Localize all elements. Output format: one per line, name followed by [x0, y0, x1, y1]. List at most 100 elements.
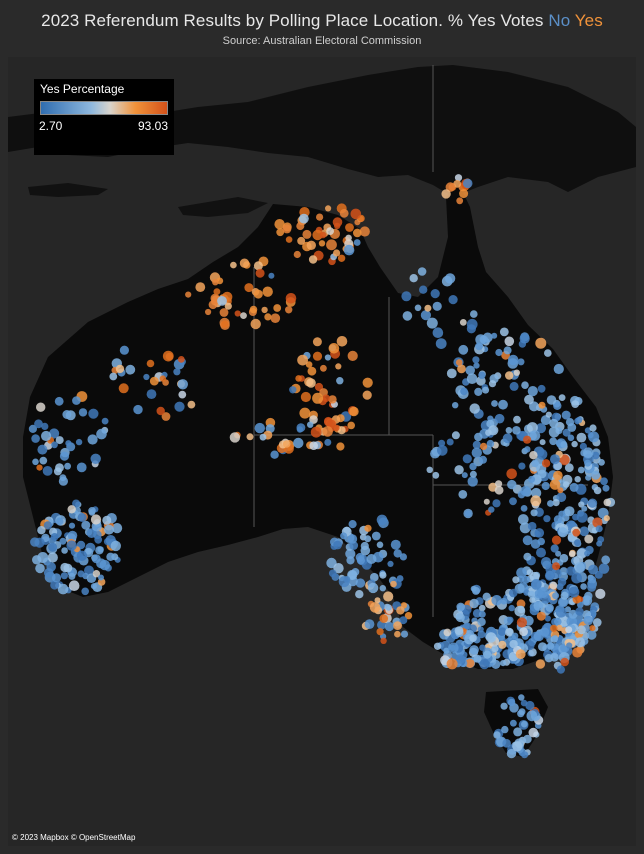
polling-place-dot[interactable]	[355, 590, 363, 598]
polling-place-dot[interactable]	[581, 506, 587, 512]
polling-place-dot[interactable]	[235, 310, 241, 316]
polling-place-dot[interactable]	[309, 441, 318, 450]
polling-place-dot[interactable]	[32, 459, 39, 466]
polling-place-dot[interactable]	[349, 407, 359, 417]
polling-place-dot[interactable]	[361, 546, 371, 556]
polling-place-dot[interactable]	[603, 485, 610, 492]
polling-place-dot[interactable]	[307, 422, 313, 428]
polling-place-dot[interactable]	[552, 592, 559, 599]
polling-place-dot[interactable]	[120, 346, 129, 355]
polling-place-dot[interactable]	[65, 440, 71, 446]
polling-place-dot[interactable]	[601, 555, 610, 564]
polling-place-dot[interactable]	[588, 431, 599, 442]
polling-place-dot[interactable]	[510, 720, 517, 727]
polling-place-dot[interactable]	[549, 419, 558, 428]
polling-place-dot[interactable]	[329, 570, 337, 578]
polling-place-dot[interactable]	[560, 658, 569, 667]
polling-place-dot[interactable]	[368, 583, 378, 593]
polling-place-dot[interactable]	[462, 472, 468, 478]
polling-place-dot[interactable]	[469, 599, 478, 608]
polling-place-dot[interactable]	[62, 410, 71, 419]
polling-place-dot[interactable]	[506, 469, 517, 480]
polling-place-dot[interactable]	[377, 628, 384, 635]
polling-place-dot[interactable]	[544, 349, 552, 357]
polling-place-dot[interactable]	[584, 535, 593, 544]
polling-place-dot[interactable]	[563, 481, 570, 488]
polling-place-dot[interactable]	[469, 463, 476, 470]
polling-place-dot[interactable]	[530, 430, 541, 441]
polling-place-dot[interactable]	[385, 622, 394, 631]
polling-place-dot[interactable]	[299, 408, 310, 419]
polling-place-dot[interactable]	[311, 427, 322, 438]
polling-place-dot[interactable]	[434, 643, 441, 650]
polling-place-dot[interactable]	[297, 355, 308, 366]
polling-place-dot[interactable]	[537, 587, 548, 598]
polling-place-dot[interactable]	[263, 287, 273, 297]
polling-place-dot[interactable]	[604, 499, 612, 507]
polling-place-dot[interactable]	[507, 617, 514, 624]
polling-place-dot[interactable]	[552, 635, 558, 641]
polling-place-dot[interactable]	[326, 239, 337, 250]
polling-place-dot[interactable]	[301, 392, 311, 402]
polling-place-dot[interactable]	[195, 282, 205, 292]
polling-place-dot[interactable]	[178, 356, 185, 363]
polling-place-dot[interactable]	[584, 616, 594, 626]
polling-place-dot[interactable]	[95, 546, 103, 554]
polling-place-dot[interactable]	[594, 487, 602, 495]
polling-place-dot[interactable]	[94, 536, 102, 544]
polling-place-dot[interactable]	[363, 391, 372, 400]
polling-place-dot[interactable]	[547, 395, 557, 405]
polling-place-dot[interactable]	[549, 427, 560, 438]
polling-place-dot[interactable]	[535, 338, 546, 349]
polling-place-dot[interactable]	[596, 525, 603, 532]
polling-place-dot[interactable]	[559, 394, 566, 401]
polling-place-dot[interactable]	[36, 465, 42, 471]
polling-place-dot[interactable]	[424, 305, 431, 312]
polling-place-dot[interactable]	[31, 434, 40, 443]
polling-place-dot[interactable]	[520, 333, 530, 343]
polling-place-dot[interactable]	[322, 394, 330, 402]
polling-place-dot[interactable]	[537, 612, 546, 621]
polling-place-dot[interactable]	[516, 649, 526, 659]
polling-place-dot[interactable]	[529, 728, 539, 738]
polling-place-dot[interactable]	[403, 311, 413, 321]
polling-place-dot[interactable]	[455, 626, 464, 635]
polling-place-dot[interactable]	[536, 548, 546, 558]
polling-place-dot[interactable]	[48, 552, 58, 562]
polling-place-dot[interactable]	[500, 660, 506, 666]
polling-place-dot[interactable]	[584, 592, 592, 600]
polling-place-dot[interactable]	[56, 517, 64, 525]
polling-place-dot[interactable]	[503, 433, 513, 443]
polling-place-dot[interactable]	[508, 699, 515, 706]
polling-place-dot[interactable]	[570, 483, 579, 492]
polling-place-dot[interactable]	[295, 375, 302, 382]
polling-place-dot[interactable]	[273, 304, 281, 312]
polling-place-dot[interactable]	[489, 380, 496, 387]
polling-place-dot[interactable]	[506, 427, 513, 434]
polling-place-dot[interactable]	[472, 448, 482, 458]
polling-place-dot[interactable]	[550, 625, 557, 632]
polling-place-dot[interactable]	[43, 466, 53, 476]
polling-place-dot[interactable]	[348, 351, 358, 361]
polling-place-dot[interactable]	[312, 393, 323, 404]
polling-place-dot[interactable]	[336, 377, 343, 384]
polling-place-dot[interactable]	[289, 386, 296, 393]
polling-place-dot[interactable]	[523, 535, 533, 545]
polling-place-dot[interactable]	[230, 262, 237, 269]
polling-place-dot[interactable]	[485, 429, 492, 436]
polling-place-dot[interactable]	[147, 389, 157, 399]
polling-place-dot[interactable]	[247, 433, 254, 440]
polling-place-dot[interactable]	[474, 388, 482, 396]
polling-place-dot[interactable]	[598, 459, 605, 466]
polling-place-dot[interactable]	[61, 572, 68, 579]
polling-place-dot[interactable]	[349, 520, 357, 528]
polling-place-dot[interactable]	[333, 217, 343, 227]
polling-place-dot[interactable]	[60, 452, 69, 461]
polling-place-dot[interactable]	[524, 395, 534, 405]
polling-place-dot[interactable]	[174, 402, 184, 412]
polling-place-dot[interactable]	[345, 235, 352, 242]
polling-place-dot[interactable]	[111, 541, 121, 551]
polling-place-dot[interactable]	[270, 451, 278, 459]
map-view[interactable]: Yes Percentage 2.70 93.03 © 2023 Mapbox …	[8, 57, 636, 846]
polling-place-dot[interactable]	[79, 408, 87, 416]
